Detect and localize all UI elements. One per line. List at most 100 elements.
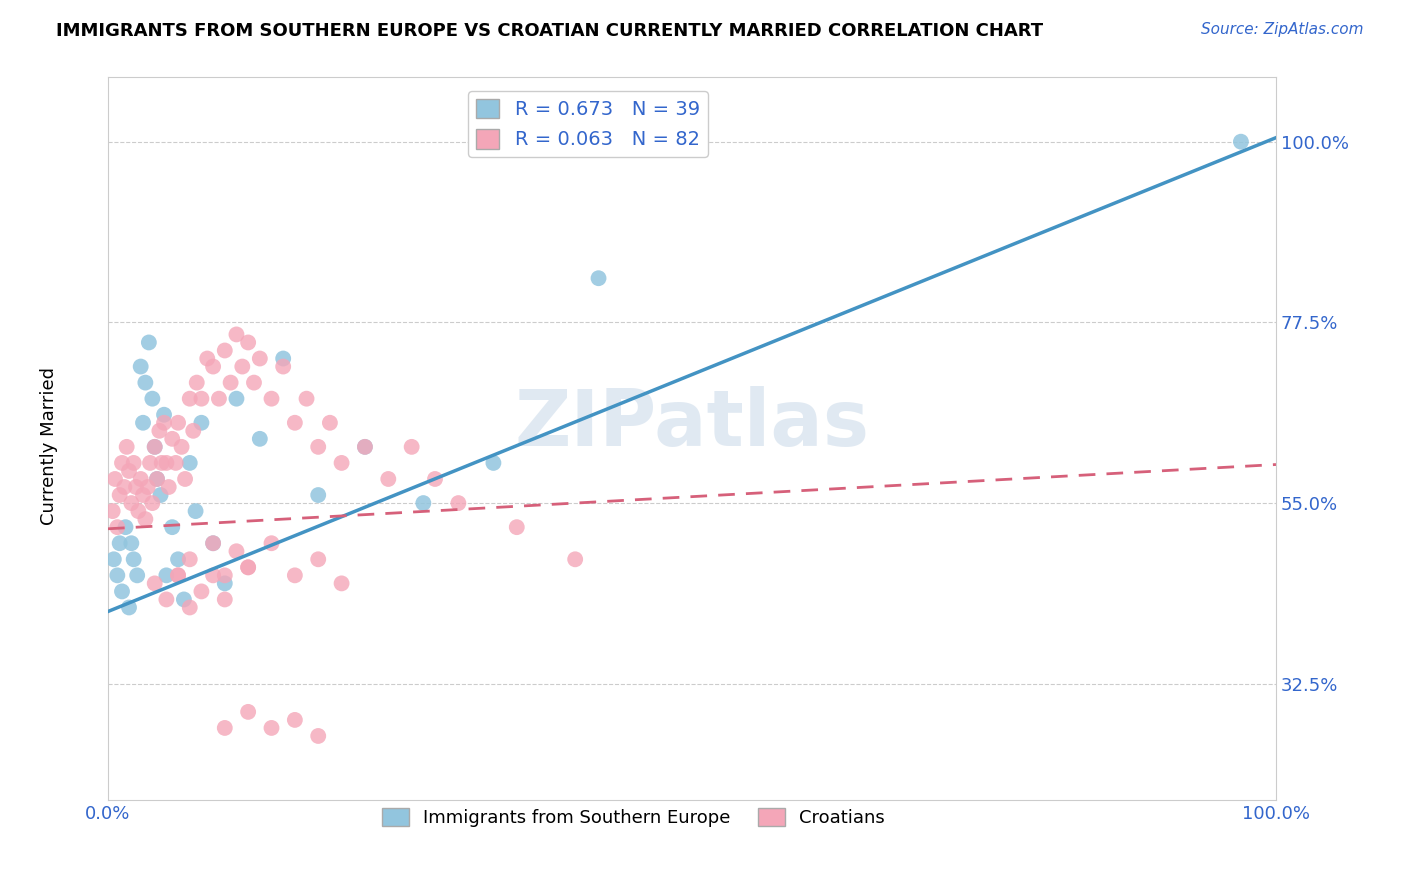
- Point: [447, 496, 470, 510]
- Point: [104, 472, 127, 486]
- Point: [153, 416, 176, 430]
- Point: [181, 424, 204, 438]
- Point: [115, 440, 138, 454]
- Point: [150, 456, 173, 470]
- Point: [160, 432, 183, 446]
- Legend: Immigrants from Southern Europe, Croatians: Immigrants from Southern Europe, Croatia…: [375, 801, 893, 835]
- Point: [179, 552, 201, 566]
- Point: [143, 576, 166, 591]
- Point: [101, 504, 124, 518]
- Point: [236, 560, 259, 574]
- Point: [249, 432, 271, 446]
- Point: [330, 456, 353, 470]
- Point: [105, 520, 128, 534]
- Point: [114, 520, 136, 534]
- Point: [219, 376, 242, 390]
- Point: [139, 456, 162, 470]
- Point: [132, 416, 155, 430]
- Point: [165, 456, 187, 470]
- Point: [202, 536, 225, 550]
- Point: [588, 271, 610, 285]
- Text: Currently Married: Currently Married: [41, 367, 58, 525]
- Point: [157, 480, 180, 494]
- Point: [1230, 135, 1253, 149]
- Point: [307, 440, 329, 454]
- Point: [146, 472, 169, 486]
- Point: [143, 440, 166, 454]
- Point: [179, 392, 201, 406]
- Point: [129, 359, 152, 374]
- Point: [111, 456, 134, 470]
- Point: [482, 456, 505, 470]
- Point: [190, 584, 212, 599]
- Point: [330, 576, 353, 591]
- Point: [167, 552, 190, 566]
- Point: [214, 576, 236, 591]
- Point: [202, 568, 225, 582]
- Point: [564, 552, 586, 566]
- Point: [167, 416, 190, 430]
- Point: [155, 456, 177, 470]
- Point: [354, 440, 377, 454]
- Point: [271, 359, 294, 374]
- Point: [236, 335, 259, 350]
- Text: ZIPatlas: ZIPatlas: [515, 386, 869, 462]
- Point: [307, 552, 329, 566]
- Point: [260, 721, 283, 735]
- Point: [506, 520, 529, 534]
- Point: [214, 592, 236, 607]
- Point: [225, 327, 247, 342]
- Point: [127, 504, 149, 518]
- Point: [236, 705, 259, 719]
- Point: [260, 392, 283, 406]
- Point: [190, 416, 212, 430]
- Point: [155, 568, 177, 582]
- Point: [138, 335, 160, 350]
- Point: [236, 560, 259, 574]
- Point: [129, 472, 152, 486]
- Point: [307, 729, 329, 743]
- Point: [127, 568, 149, 582]
- Point: [146, 472, 169, 486]
- Point: [231, 359, 253, 374]
- Point: [249, 351, 271, 366]
- Point: [260, 536, 283, 550]
- Point: [186, 376, 208, 390]
- Point: [136, 480, 159, 494]
- Point: [134, 376, 156, 390]
- Point: [153, 408, 176, 422]
- Point: [141, 496, 163, 510]
- Point: [160, 520, 183, 534]
- Point: [295, 392, 318, 406]
- Point: [307, 488, 329, 502]
- Point: [167, 568, 190, 582]
- Point: [208, 392, 231, 406]
- Point: [120, 496, 142, 510]
- Point: [243, 376, 266, 390]
- Point: [174, 472, 197, 486]
- Point: [148, 424, 170, 438]
- Point: [118, 600, 141, 615]
- Point: [143, 440, 166, 454]
- Point: [149, 488, 172, 502]
- Point: [155, 592, 177, 607]
- Point: [111, 584, 134, 599]
- Point: [214, 568, 236, 582]
- Point: [103, 552, 125, 566]
- Point: [412, 496, 434, 510]
- Point: [167, 568, 190, 582]
- Point: [377, 472, 399, 486]
- Point: [122, 456, 145, 470]
- Point: [225, 544, 247, 558]
- Point: [125, 480, 148, 494]
- Text: IMMIGRANTS FROM SOUTHERN EUROPE VS CROATIAN CURRENTLY MARRIED CORRELATION CHART: IMMIGRANTS FROM SOUTHERN EUROPE VS CROAT…: [56, 22, 1043, 40]
- Point: [105, 568, 128, 582]
- Point: [195, 351, 218, 366]
- Point: [179, 456, 201, 470]
- Point: [284, 568, 307, 582]
- Point: [214, 721, 236, 735]
- Point: [173, 592, 195, 607]
- Point: [423, 472, 446, 486]
- Point: [141, 392, 163, 406]
- Point: [108, 488, 131, 502]
